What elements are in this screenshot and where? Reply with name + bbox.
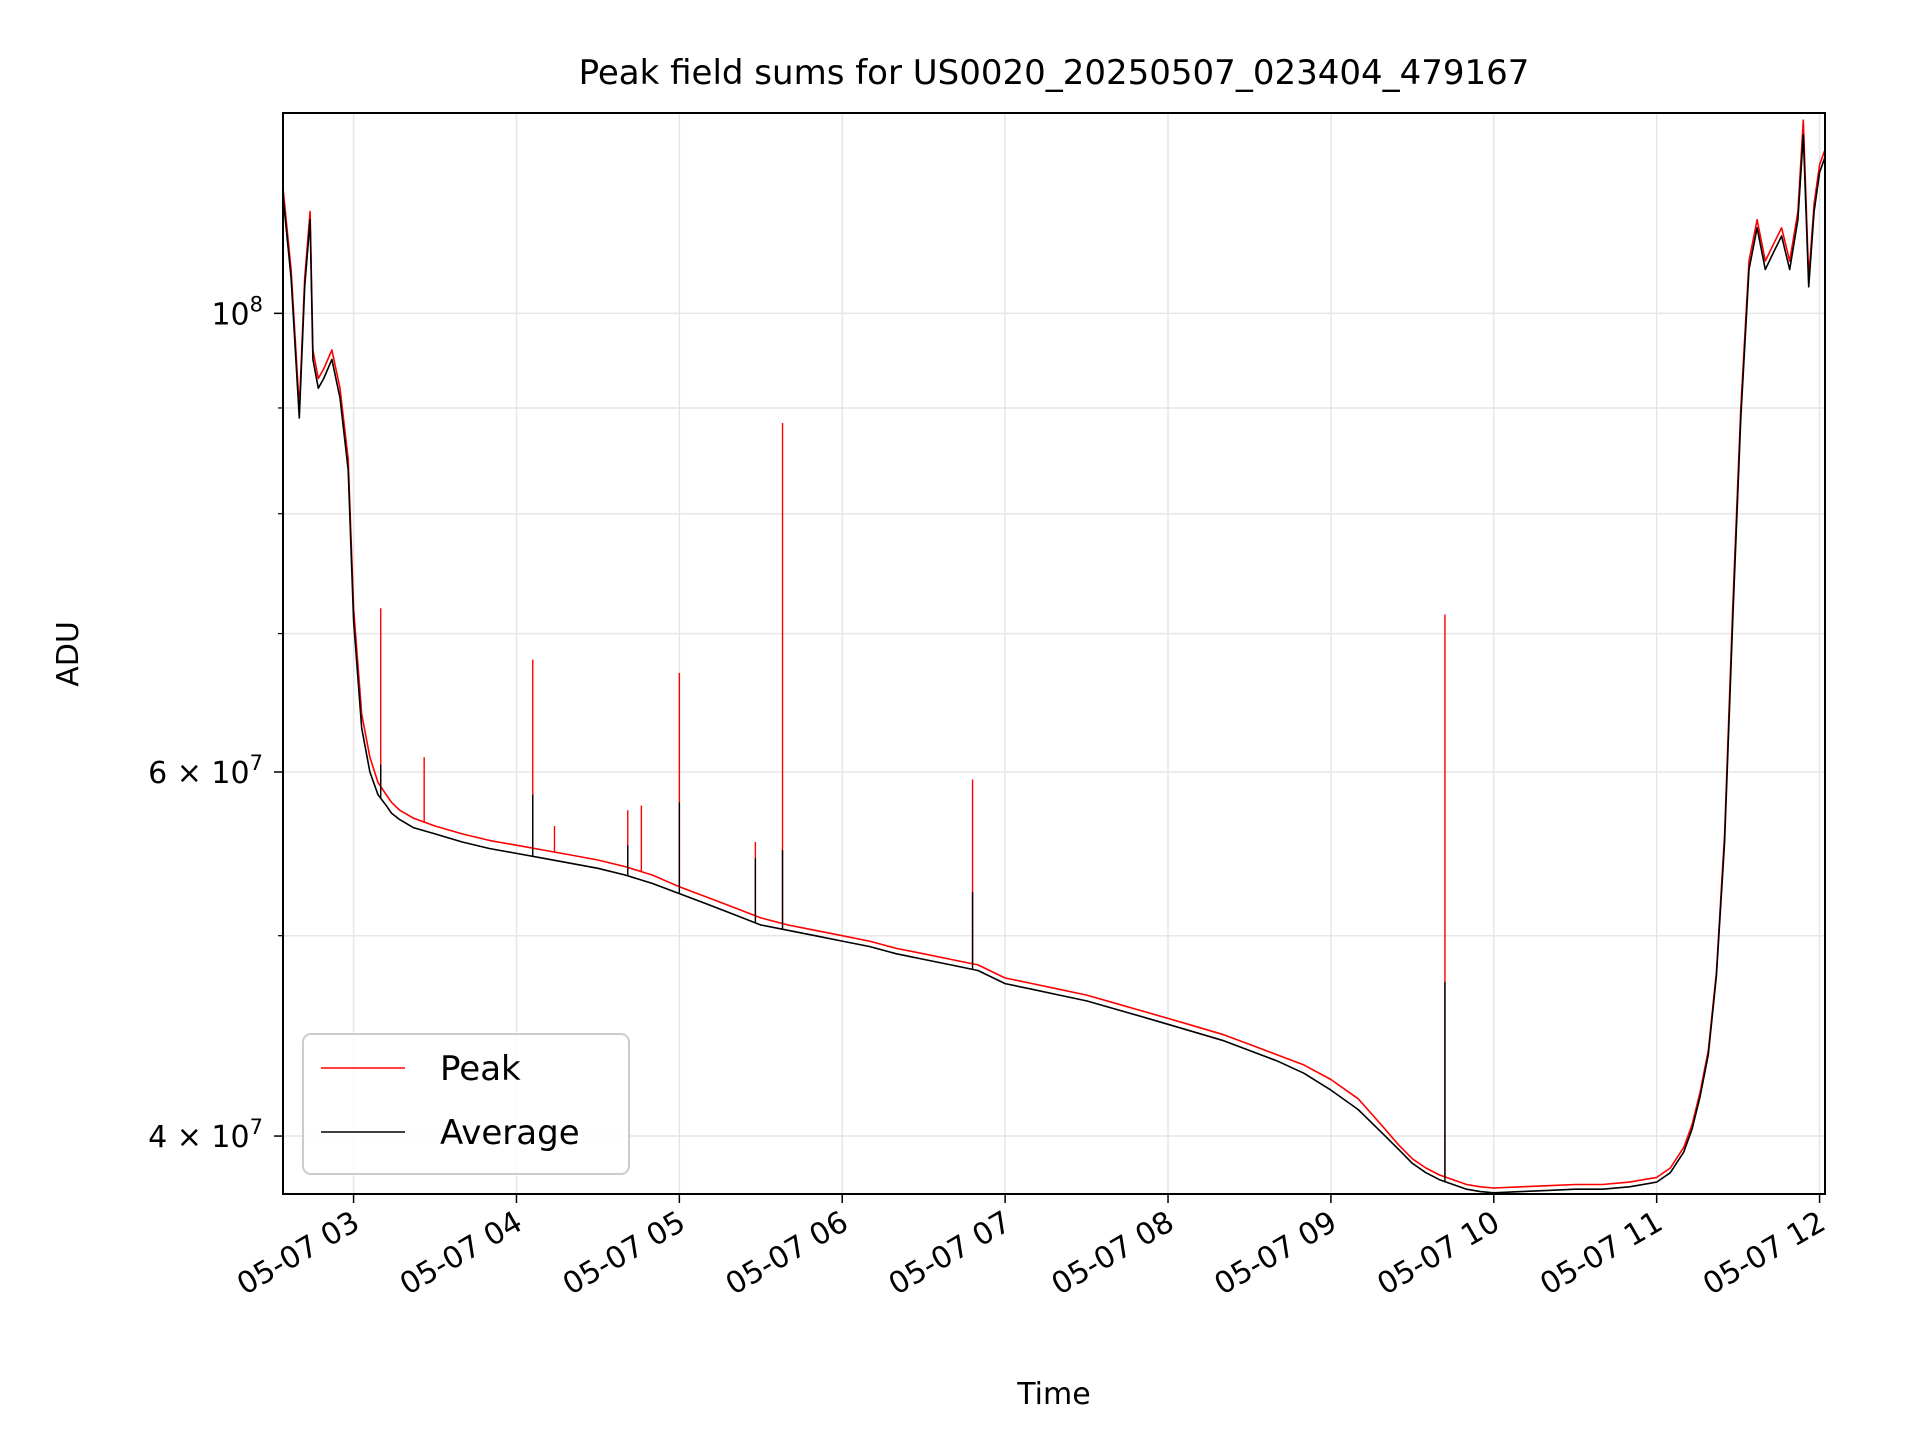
legend-box <box>302 1033 630 1175</box>
grid <box>283 113 1825 1194</box>
y-axis-label: ADU <box>51 621 86 687</box>
plot-frame <box>282 112 1826 1195</box>
x-axis-label: Time <box>1016 1377 1090 1412</box>
legend-peak-label: Peak <box>440 1049 521 1089</box>
chart-title: Peak field sums for US0020_20250507_0234… <box>579 53 1530 93</box>
legend-average-label: Average <box>440 1113 580 1153</box>
average-series-line <box>283 134 1825 1194</box>
y-tick-label: 4 × 107 <box>148 1115 263 1155</box>
series-layer <box>283 119 1825 1194</box>
y-tick-label: 6 × 107 <box>148 751 263 791</box>
legend: Peak Average <box>302 1033 630 1175</box>
